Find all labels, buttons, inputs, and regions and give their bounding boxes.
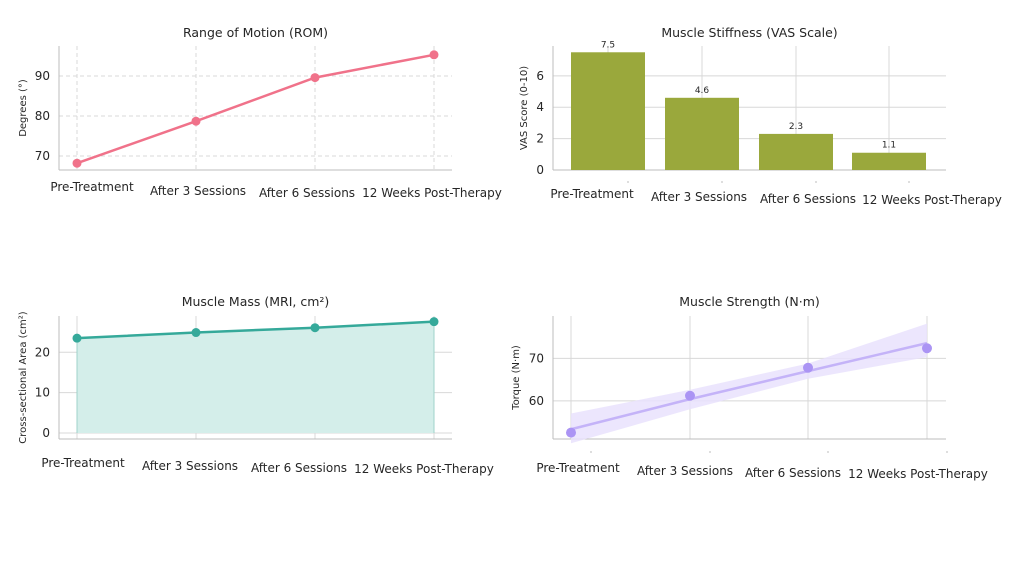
bar [665,97,739,170]
y-axis-label: Torque (N·m) [511,345,522,411]
y-tick-label: 10 [35,386,50,400]
y-tick-label: 6 [536,69,544,83]
chart-title: Muscle Mass (MRI, cm²) [182,294,330,309]
chart-title: Range of Motion (ROM) [183,25,328,40]
y-tick-label: 0 [42,426,50,440]
x-tick-label: 12 Weeks Post-Therapy [862,193,1002,207]
chart-panel-2: Muscle Stiffness (VAS Scale) 0 2 4 6 VAS Scor… [519,25,1002,207]
confidence-band [571,323,927,444]
y-tick-label: 4 [536,100,544,114]
chart-panel-3: Muscle Mass (MRI, cm²) 0 10 20 Cross-section… [18,294,494,476]
chart-title: Muscle Strength (N·m) [679,294,820,309]
y-tick-label: 90 [35,69,50,83]
y-tick-label: 2 [536,132,544,146]
x-tick-label: After 3 Sessions [651,190,747,204]
data-point [566,427,576,438]
x-tick-label: Pre-Treatment [550,187,634,201]
x-tick-label: After 6 Sessions [745,466,841,480]
series-line [76,53,435,165]
x-tick-label: 12 Weeks Post-Therapy [848,467,988,481]
data-point [191,328,201,338]
data-point [310,73,320,83]
data-point [803,362,813,373]
y-tick-label: 70 [529,351,544,365]
data-point [72,158,82,168]
data-point [72,333,82,343]
x-tick-label: Pre-Treatment [50,180,134,194]
x-tick-label: After 3 Sessions [637,464,733,478]
bar [852,152,926,170]
chart-panel-1: Range of Motion (ROM) 70 80 90 Degrees (°) Pr… [18,25,502,200]
y-tick-label: 80 [35,109,50,123]
chart-title: Muscle Stiffness (VAS Scale) [661,25,837,40]
y-tick-label: 20 [35,345,50,359]
bar [759,133,833,170]
data-point [429,317,439,327]
data-point [685,390,695,401]
x-tick-label: After 6 Sessions [760,192,856,206]
y-tick-label: 0 [536,163,544,177]
x-tick-label: 12 Weeks Post-Therapy [362,186,502,200]
trend-line [570,341,928,431]
data-point [429,50,439,60]
bar [571,52,645,170]
x-tick-label: Pre-Treatment [41,456,125,470]
y-axis-label: Cross-sectional Area (cm²) [18,311,29,443]
x-tick-label: Pre-Treatment [536,461,620,475]
x-tick-label: After 6 Sessions [259,186,355,200]
x-tick-label: After 3 Sessions [150,184,246,198]
area-fill [77,321,434,433]
y-tick-label: 70 [35,149,50,163]
bar-data-label: 1.1 [882,141,896,151]
data-point [922,343,932,354]
y-axis-label: VAS Score (0-10) [519,66,530,150]
x-tick-label: 12 Weeks Post-Therapy [354,462,494,476]
y-tick-label: 60 [529,394,544,408]
x-tick-label: After 3 Sessions [142,459,238,473]
x-tick-label: After 6 Sessions [251,461,347,475]
chart-panel-4: Muscle Strength (N·m) 60 70 Torque (N·m) Pre… [511,294,988,481]
data-point [310,323,320,333]
bar-data-label: 7.5 [601,40,615,50]
y-axis-label: Degrees (°) [18,79,29,137]
series-line [76,320,435,340]
bar-data-label: 4.6 [695,86,710,96]
bar-data-label: 2.3 [789,122,803,132]
data-point [191,116,201,126]
